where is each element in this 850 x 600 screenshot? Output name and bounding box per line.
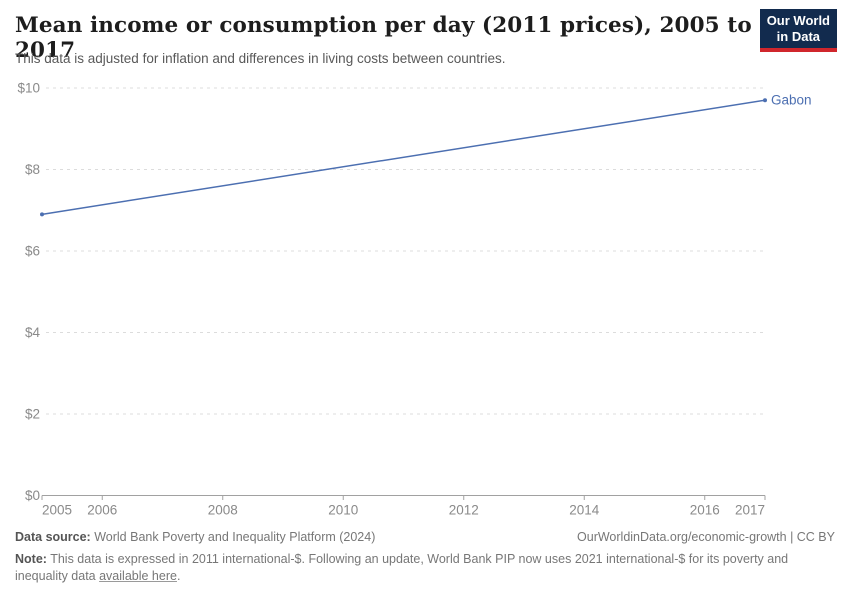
rights-link[interactable]: OurWorldinData.org/economic-growth | CC … (577, 530, 835, 544)
entity-label[interactable]: Gabon (771, 93, 812, 108)
x-axis-tick-label: 2005 (42, 503, 72, 518)
x-axis-tick-label: 2017 (735, 503, 765, 518)
chart-subtitle: This data is adjusted for inflation and … (15, 51, 506, 66)
owid-logo-line1: Our World (766, 13, 830, 28)
owid-logo-line2: in Data (776, 29, 821, 44)
x-axis-tick-label: 2014 (569, 503, 600, 518)
x-axis-tick-label: 2012 (449, 503, 479, 518)
data-point[interactable] (40, 212, 44, 217)
x-axis-tick-label: 2010 (328, 503, 358, 518)
y-axis-tick-label: $6 (25, 244, 40, 259)
y-axis-tick-label: $0 (25, 488, 40, 503)
y-axis-tick-label: $2 (25, 407, 40, 422)
data-source: Data source: World Bank Poverty and Ineq… (15, 529, 375, 545)
y-axis-tick-label: $8 (25, 162, 40, 177)
owid-logo: Our World in Data (759, 9, 837, 52)
data-point[interactable] (763, 98, 767, 103)
x-axis-tick-label: 2016 (690, 503, 720, 518)
note-label: Note: (15, 552, 47, 566)
x-axis-tick-label: 2008 (208, 503, 238, 518)
data-line[interactable] (41, 99, 766, 216)
page-title: Mean income or consumption per day (2011… (15, 13, 752, 63)
chart-note: Note: This data is expressed in 2011 int… (15, 551, 835, 584)
x-axis-tick-label: 2006 (87, 503, 117, 518)
note-text: This data is expressed in 2011 internati… (15, 552, 789, 583)
y-axis-tick-label: $4 (25, 325, 41, 340)
data-source-text: World Bank Poverty and Inequality Platfo… (94, 530, 376, 544)
note-period: . (176, 568, 181, 583)
data-source-label: Data source: (15, 530, 91, 544)
available-here-link[interactable]: available here (99, 568, 177, 583)
chart-footer: Data source: World Bank Poverty and Ineq… (15, 529, 835, 584)
y-axis-tick-label: $10 (17, 81, 40, 96)
